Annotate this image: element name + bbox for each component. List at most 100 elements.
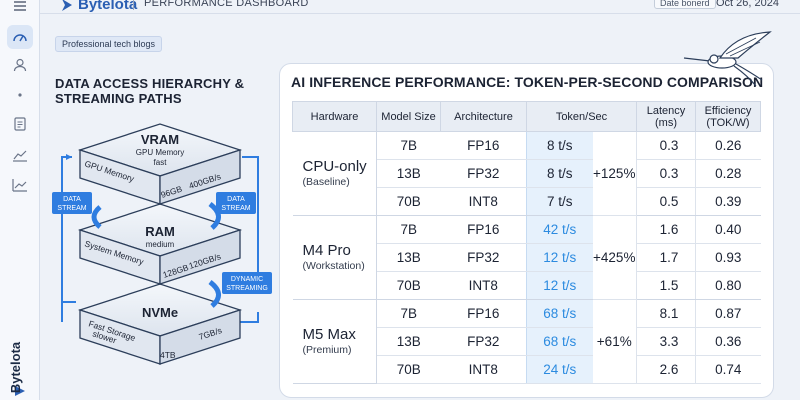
right-flow-arrow-2 [240,312,259,323]
architecture-cell: FP32 [440,159,527,188]
col-architecture[interactable]: Architecture [440,101,527,132]
efficiency-cell: 0.36 [695,327,761,356]
token-sec-cell: 7 t/s [526,187,593,216]
architecture-cell: FP32 [440,327,527,356]
latency-cell: 1.6 [636,215,696,244]
col-efficiency-l1: Efficiency [704,104,752,117]
hardware-cell: M5 Max (Premium) [292,299,377,384]
hardware-name: M5 Max [302,326,356,343]
latency-cell: 3.3 [636,327,696,356]
col-efficiency-l2: (TOK/W) [706,116,750,129]
token-sec-cell: 68 t/s [526,327,593,356]
tier-vram-name: VRAM [141,132,179,147]
sidebar-brand-text: Bytelota [8,341,24,394]
token-sec-cell: 12 t/s [526,243,593,272]
dynamic-streaming-l2: STREAMING [226,285,268,292]
efficiency-cell: 0.74 [695,355,761,384]
tier-vram-desc: GPU Memory [136,148,184,157]
data-stream-left-l2: STREAM [57,205,86,212]
hardware-sub: (Premium) [302,344,352,356]
sidebar: Bytelota [0,0,40,400]
col-latency[interactable]: Latency (ms) [636,101,696,132]
latency-cell: 1.5 [636,271,696,300]
latency-cell: 1.7 [636,243,696,272]
efficiency-cell: 0.93 [695,243,761,272]
dynamic-streaming-badge [222,272,272,294]
curved-arrow-right-upper [208,202,221,230]
latency-cell: 0.3 [636,131,696,160]
data-stream-right-l2: STREAM [221,205,250,212]
efficiency-cell: 0.26 [695,131,761,160]
data-stream-left-badge [52,192,92,214]
tier-nvme-size: 4TB [160,350,176,360]
col-efficiency[interactable]: Efficiency (TOK/W) [695,101,761,132]
model-size-cell: 70B [376,187,441,216]
latency-cell: 8.1 [636,299,696,328]
tag-chip[interactable]: Professional tech blogs [55,36,163,52]
model-size-cell: 70B [376,355,441,384]
efficiency-cell: 0.28 [695,159,761,188]
hardware-name: M4 Pro [302,242,351,259]
efficiency-cell: 0.80 [695,271,761,300]
token-sec-cell: 8 t/s [526,159,593,188]
tier-vram-speed: fast [154,158,168,167]
date-label[interactable]: Date bonerd [654,0,716,9]
table-row: M5 Max (Premium) 7B FP16 68 t/s +61% 8.1… [292,299,761,384]
menu-icon[interactable] [7,0,33,18]
latency-cell: 2.6 [636,355,696,384]
architecture-cell: FP16 [440,299,527,328]
arrowhead [66,154,72,160]
header-divider [133,0,134,10]
token-sec-cell: 12 t/s [526,271,593,300]
table-header-row: Hardware Model Size Architecture Token/S… [292,101,761,132]
header: Bytelota PERFORMANCE DASHBOARD Date bone… [40,0,800,14]
col-token-sec[interactable]: Token/Sec [526,101,637,132]
tier-ram-speed: medium [146,240,175,249]
architecture-cell: FP32 [440,243,527,272]
table-row: 13B FP32 8 t/s 0.3 0.28 [293,159,761,188]
performance-table: Hardware Model Size Architecture Token/S… [292,101,761,384]
model-size-cell: 7B [376,215,441,244]
model-size-cell: 13B [376,159,441,188]
efficiency-cell: 0.40 [695,215,761,244]
user-icon[interactable] [7,53,33,77]
right-flow-arrow [242,156,259,284]
speedometer-icon[interactable] [7,25,33,49]
model-size-cell: 13B [376,243,441,272]
tier-ram: RAM medium System Memory 128GB 120GB/s [77,203,243,285]
col-model-size[interactable]: Model Size [376,101,441,132]
data-stream-right-l1: DATA [227,196,245,203]
sidebar-brand: Bytelota [4,342,36,400]
hardware-sub: (Baseline) [302,176,350,188]
model-size-cell: 13B [376,327,441,356]
col-hardware[interactable]: Hardware [292,101,377,132]
memory-hierarchy-diagram: NVMe Fast Storage slower 4TB 7GB/s RAM m… [52,123,272,365]
table-row: M4 Pro (Workstation) 7B FP16 42 t/s +425… [292,215,761,300]
chart-area-icon[interactable] [7,143,33,167]
token-sec-cell: 24 t/s [526,355,593,384]
architecture-cell: INT8 [440,271,527,300]
table-row: 13B FP32 12 t/s 1.7 0.93 [293,243,761,272]
architecture-cell: INT8 [440,187,527,216]
tier-nvme: NVMe Fast Storage slower 4TB 7GB/s [77,283,243,365]
tier-vram: VRAM GPU Memory fast GPU Memory 96GB 400… [77,123,243,205]
hardware-sub: (Workstation) [302,260,365,272]
architecture-cell: FP16 [440,215,527,244]
dot-icon[interactable] [7,83,33,107]
curved-arrow-left-upper [91,205,102,229]
document-icon[interactable] [7,112,33,136]
gain-cell: +125% [592,131,637,216]
hierarchy-title: DATA ACCESS HIERARCHY & STREAMING PATHS [55,76,245,106]
brand[interactable]: Bytelota [60,0,137,13]
tier-nvme-name: NVMe [142,305,178,320]
efficiency-cell: 0.39 [695,187,761,216]
hardware-cell: CPU-only (Baseline) [292,131,377,216]
date-value[interactable]: Oct 26, 2024 [716,0,779,9]
model-size-cell: 7B [376,299,441,328]
chart-line-icon[interactable] [7,173,33,197]
token-sec-cell: 42 t/s [526,215,593,244]
model-size-cell: 7B [376,131,441,160]
latency-cell: 0.5 [636,187,696,216]
data-stream-left-l1: DATA [63,196,81,203]
token-sec-cell: 8 t/s [526,131,593,160]
